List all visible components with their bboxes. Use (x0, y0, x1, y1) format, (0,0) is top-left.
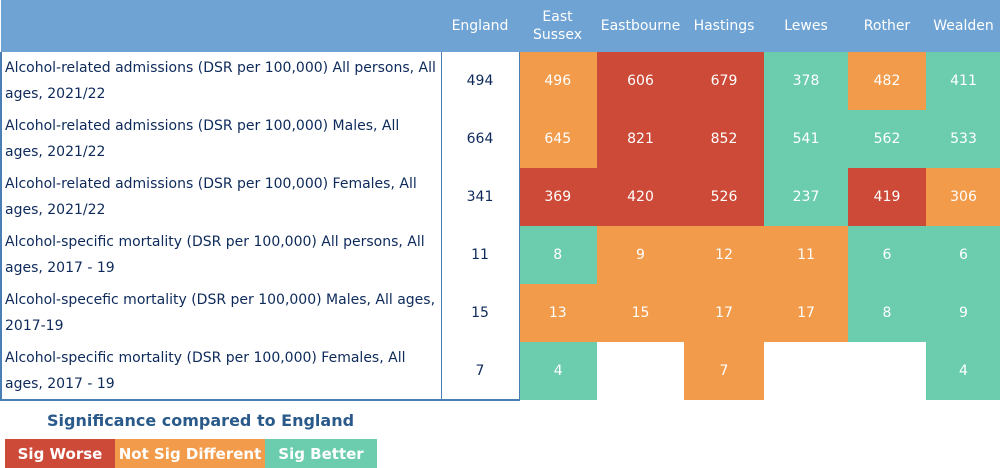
table-body: Alcohol-related admissions (DSR per 100,… (0, 52, 1000, 401)
england-value: 7 (440, 342, 520, 401)
value-cell: 411 (926, 52, 1000, 110)
indicator-label: Alcohol-specific mortality (DSR per 100,… (0, 342, 441, 401)
value-cell: 419 (848, 168, 926, 226)
value-cell: 17 (764, 284, 848, 342)
value-cell: 11 (764, 226, 848, 284)
value-cell: 852 (684, 110, 764, 168)
header-rother: Rother (848, 0, 926, 52)
value-cell (597, 342, 684, 400)
value-cell: 378 (764, 52, 848, 110)
header-wealden: Wealden (926, 0, 1000, 52)
header-row: England East Sussex Eastbourne Hastings … (1, 0, 1000, 52)
value-cell: 369 (519, 168, 597, 226)
legend: Sig Worse Not Sig Different Sig Better (5, 439, 377, 468)
value-cell: 17 (684, 284, 764, 342)
indicator-label: Alcohol-specefic mortality (DSR per 100,… (0, 284, 441, 342)
england-value: 15 (440, 284, 520, 342)
value-cell: 562 (848, 110, 926, 168)
value-cell: 15 (597, 284, 684, 342)
england-value: 664 (440, 110, 520, 168)
value-cell (764, 342, 848, 400)
header-east-sussex: East Sussex (519, 0, 597, 52)
legend-title: Significance compared to England (47, 411, 355, 430)
value-cell: 533 (926, 110, 1000, 168)
value-cell: 7 (684, 342, 764, 400)
header-eastbourne: Eastbourne (597, 0, 684, 52)
table-row: Alcohol-specific mortality (DSR per 100,… (0, 226, 1000, 284)
indicator-label: Alcohol-related admissions (DSR per 100,… (0, 168, 441, 226)
value-cell: 496 (519, 52, 597, 110)
value-cell: 482 (848, 52, 926, 110)
value-cell: 9 (926, 284, 1000, 342)
table-row: Alcohol-related admissions (DSR per 100,… (0, 110, 1000, 168)
value-cell: 4 (519, 342, 597, 400)
england-value: 494 (440, 52, 520, 110)
value-cell: 526 (684, 168, 764, 226)
value-cell: 541 (764, 110, 848, 168)
table-row: Alcohol-specefic mortality (DSR per 100,… (0, 284, 1000, 342)
value-cell: 6 (848, 226, 926, 284)
value-cell: 12 (684, 226, 764, 284)
value-cell: 606 (597, 52, 684, 110)
value-cell: 306 (926, 168, 1000, 226)
header-hastings: Hastings (684, 0, 764, 52)
table-row: Alcohol-related admissions (DSR per 100,… (0, 168, 1000, 226)
value-cell: 4 (926, 342, 1000, 400)
table-row: Alcohol-related admissions (DSR per 100,… (0, 52, 1000, 110)
header-indicator (1, 0, 441, 52)
value-cell: 8 (848, 284, 926, 342)
england-value: 11 (440, 226, 520, 284)
value-cell: 8 (519, 226, 597, 284)
value-cell: 9 (597, 226, 684, 284)
value-cell: 237 (764, 168, 848, 226)
value-cell: 13 (519, 284, 597, 342)
indicator-label: Alcohol-related admissions (DSR per 100,… (0, 52, 441, 110)
header-lewes: Lewes (764, 0, 848, 52)
indicator-table: England East Sussex Eastbourne Hastings … (0, 0, 1000, 401)
value-cell: 6 (926, 226, 1000, 284)
value-cell: 420 (597, 168, 684, 226)
value-cell: 679 (684, 52, 764, 110)
legend-sig-worse: Sig Worse (5, 439, 115, 468)
header-england: England (441, 0, 519, 52)
indicator-label: Alcohol-specific mortality (DSR per 100,… (0, 226, 441, 284)
england-value: 341 (440, 168, 520, 226)
legend-not-sig-different: Not Sig Different (115, 439, 265, 468)
value-cell: 821 (597, 110, 684, 168)
indicator-label: Alcohol-related admissions (DSR per 100,… (0, 110, 441, 168)
value-cell (848, 342, 926, 400)
table-row: Alcohol-specific mortality (DSR per 100,… (0, 342, 1000, 401)
value-cell: 645 (519, 110, 597, 168)
legend-sig-better: Sig Better (265, 439, 377, 468)
